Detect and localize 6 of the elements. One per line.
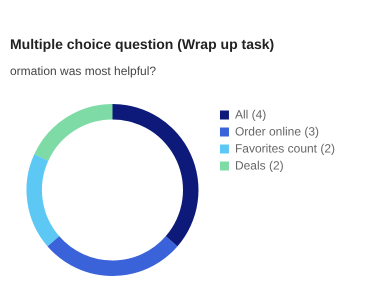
legend-label: Favorites count (2)	[234, 141, 336, 156]
chart-title: Multiple choice question (Wrap up task)	[10, 36, 274, 52]
chart-subtitle: ormation was most helpful?	[10, 64, 156, 78]
legend-label: Order online (3)	[234, 124, 320, 138]
legend-label: Deals (2)	[234, 158, 284, 172]
legend-label: All (4)	[234, 107, 266, 122]
